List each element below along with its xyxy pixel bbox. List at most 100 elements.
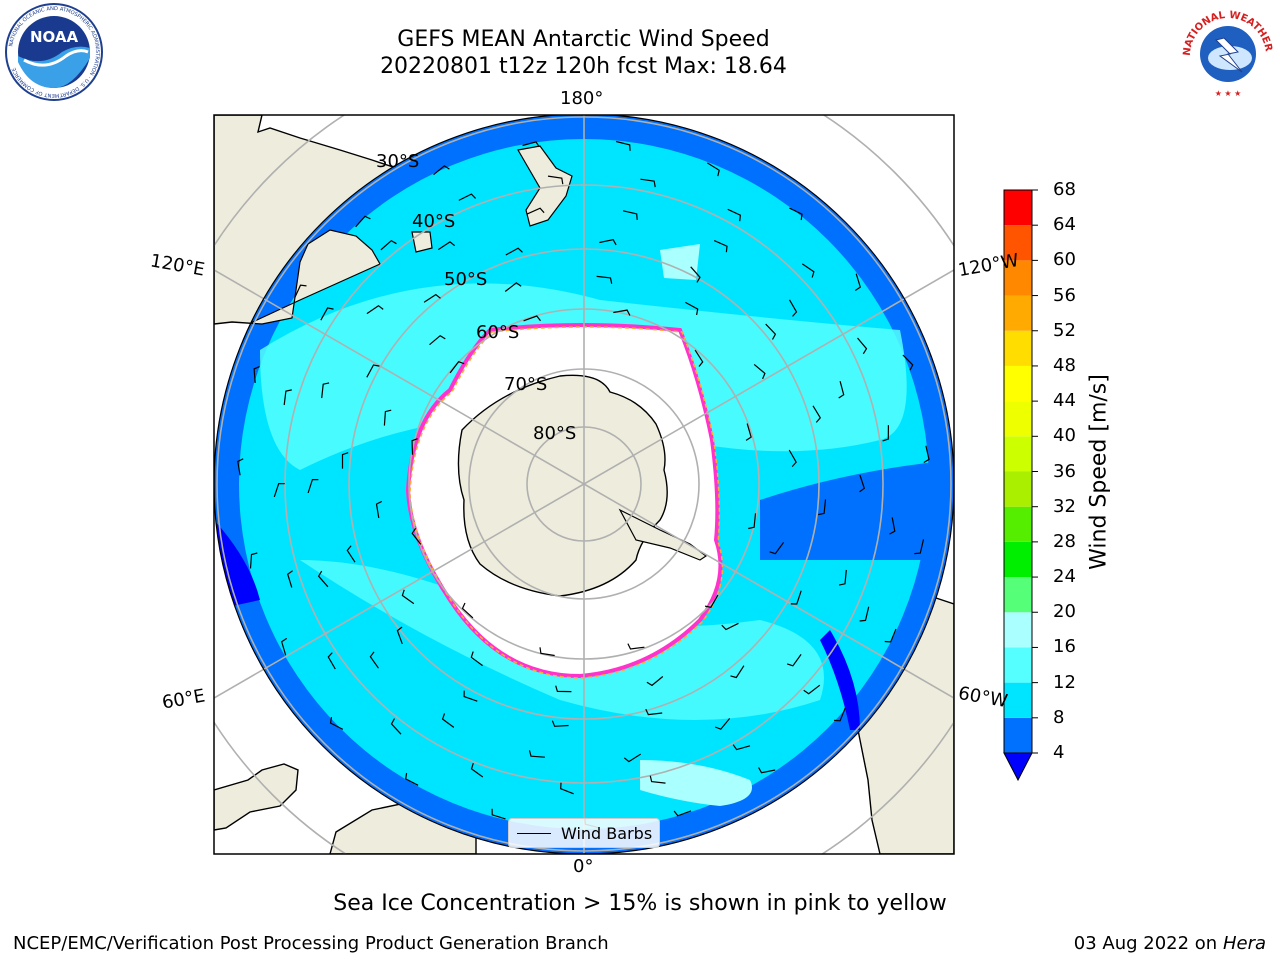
wind-barb [433, 165, 450, 176]
wind-barb [505, 247, 523, 256]
colorbar-segment [1004, 612, 1032, 648]
wind-barb [458, 193, 477, 201]
wind-barb [491, 808, 506, 820]
wind-barb [283, 389, 292, 406]
wind-barb [317, 570, 329, 588]
wind-barb [758, 767, 776, 774]
wind-barb [818, 499, 827, 516]
wind-barb [622, 210, 638, 220]
colorbar-tick-label: 8 [1053, 706, 1065, 728]
antarctic-peninsula [618, 508, 708, 561]
wind-barb [727, 208, 742, 222]
wind-barb [627, 643, 645, 650]
wind-barb [704, 594, 719, 608]
wind-barb [253, 366, 260, 383]
colorbar-under-triangle [1003, 752, 1033, 782]
wind-barb [673, 810, 692, 817]
wind-barb [396, 626, 403, 645]
wind-barb [329, 716, 344, 730]
wind-barb [249, 552, 258, 569]
wind-barb [341, 452, 349, 469]
wind-barb [769, 542, 785, 555]
colorbar [1003, 189, 1038, 782]
wind-barb [640, 178, 656, 188]
wind-barb [859, 606, 870, 622]
wind-barb [523, 315, 541, 322]
wind-barb [449, 360, 465, 374]
wind-barb [732, 744, 751, 751]
wind-barb [646, 676, 664, 687]
colorbar-segment [1004, 260, 1032, 296]
wind-barb [375, 500, 383, 519]
wind-barb [812, 405, 822, 423]
colorbar-tick-label: 28 [1053, 530, 1076, 552]
noaa-wordmark: NOAA [30, 28, 79, 46]
colorbar-label: Wind Speed [m/s] [1086, 374, 1112, 570]
wind-barb [599, 239, 617, 246]
legend-line [517, 832, 551, 834]
wind-barb [787, 654, 802, 667]
lat-label-80s: 80°S [533, 423, 577, 444]
lon-label-0: 0° [573, 856, 594, 877]
plot-frame [213, 114, 955, 855]
wind-barb [355, 215, 371, 228]
lat-label-50s: 50°S [444, 269, 488, 290]
wind-barb [803, 684, 821, 695]
colorbar-tick-label: 68 [1053, 179, 1076, 200]
colorbar-segment [1004, 541, 1032, 578]
nws-logo: NATIONAL WEATHER SERVICE ★ ★ ★ [1176, 2, 1276, 100]
wind-barb [320, 307, 334, 321]
wind-barb [889, 517, 896, 535]
wind-barb [706, 162, 720, 177]
wind-barb [884, 628, 897, 643]
wind-barb [504, 282, 522, 292]
wind-barb [551, 720, 569, 727]
colorbar-tick-label: 40 [1053, 425, 1076, 447]
wind-barb [788, 449, 797, 468]
wind-barb [281, 637, 288, 656]
wind-barb [461, 602, 474, 619]
colorbar-tick-label: 16 [1053, 636, 1076, 658]
wind-barb [645, 708, 663, 716]
wind-barb [788, 299, 798, 317]
wind-barb [623, 753, 642, 763]
colorbar-segment [1004, 647, 1032, 683]
antarctica [457, 374, 668, 597]
wind-barb [882, 425, 889, 442]
lat-label-60s: 60°S [476, 322, 520, 343]
tasmania [411, 231, 433, 253]
colorbar-tick-label: 56 [1053, 284, 1076, 306]
colorbar-segment [1004, 682, 1032, 718]
sea-ice-note: Sea Ice Concentration > 15% is shown in … [333, 891, 947, 916]
footer-host: Hera [1222, 933, 1266, 954]
wind-barb [366, 364, 380, 378]
lat-label-40s: 40°S [412, 211, 456, 232]
wind-barb [346, 545, 356, 563]
colorbar-segment [1004, 190, 1032, 226]
wind-barb [321, 382, 330, 399]
wind-barb [401, 589, 415, 605]
wind-barb [539, 647, 555, 657]
wind-barb [366, 304, 384, 315]
wind-barbs [237, 140, 930, 829]
wind-barb [528, 750, 545, 758]
wind-barb [685, 301, 699, 316]
wind-barb [859, 474, 866, 493]
wind-barb [560, 782, 574, 795]
new-zealand [517, 145, 573, 227]
colorbar-tick-label: 4 [1053, 742, 1065, 763]
colorbar-tick-label: 20 [1053, 601, 1076, 623]
wind-barb [596, 275, 613, 284]
wind-barb [838, 569, 847, 586]
map-title: GEFS MEAN Antarctic Wind Speed [397, 27, 770, 52]
colorbar-segment [1004, 471, 1032, 507]
wind-barb [748, 513, 757, 530]
footer-date-text: 03 Aug 2022 on [1073, 933, 1218, 954]
colorbar-tick-label: 32 [1053, 495, 1076, 517]
footer-credit: NCEP/EMC/Verification Post Processing Pr… [13, 933, 609, 954]
wind-barb [649, 775, 666, 784]
wind-barb [801, 263, 815, 278]
wind-barb [690, 266, 701, 283]
wind-barb [380, 239, 397, 251]
wind-barb [327, 652, 336, 670]
